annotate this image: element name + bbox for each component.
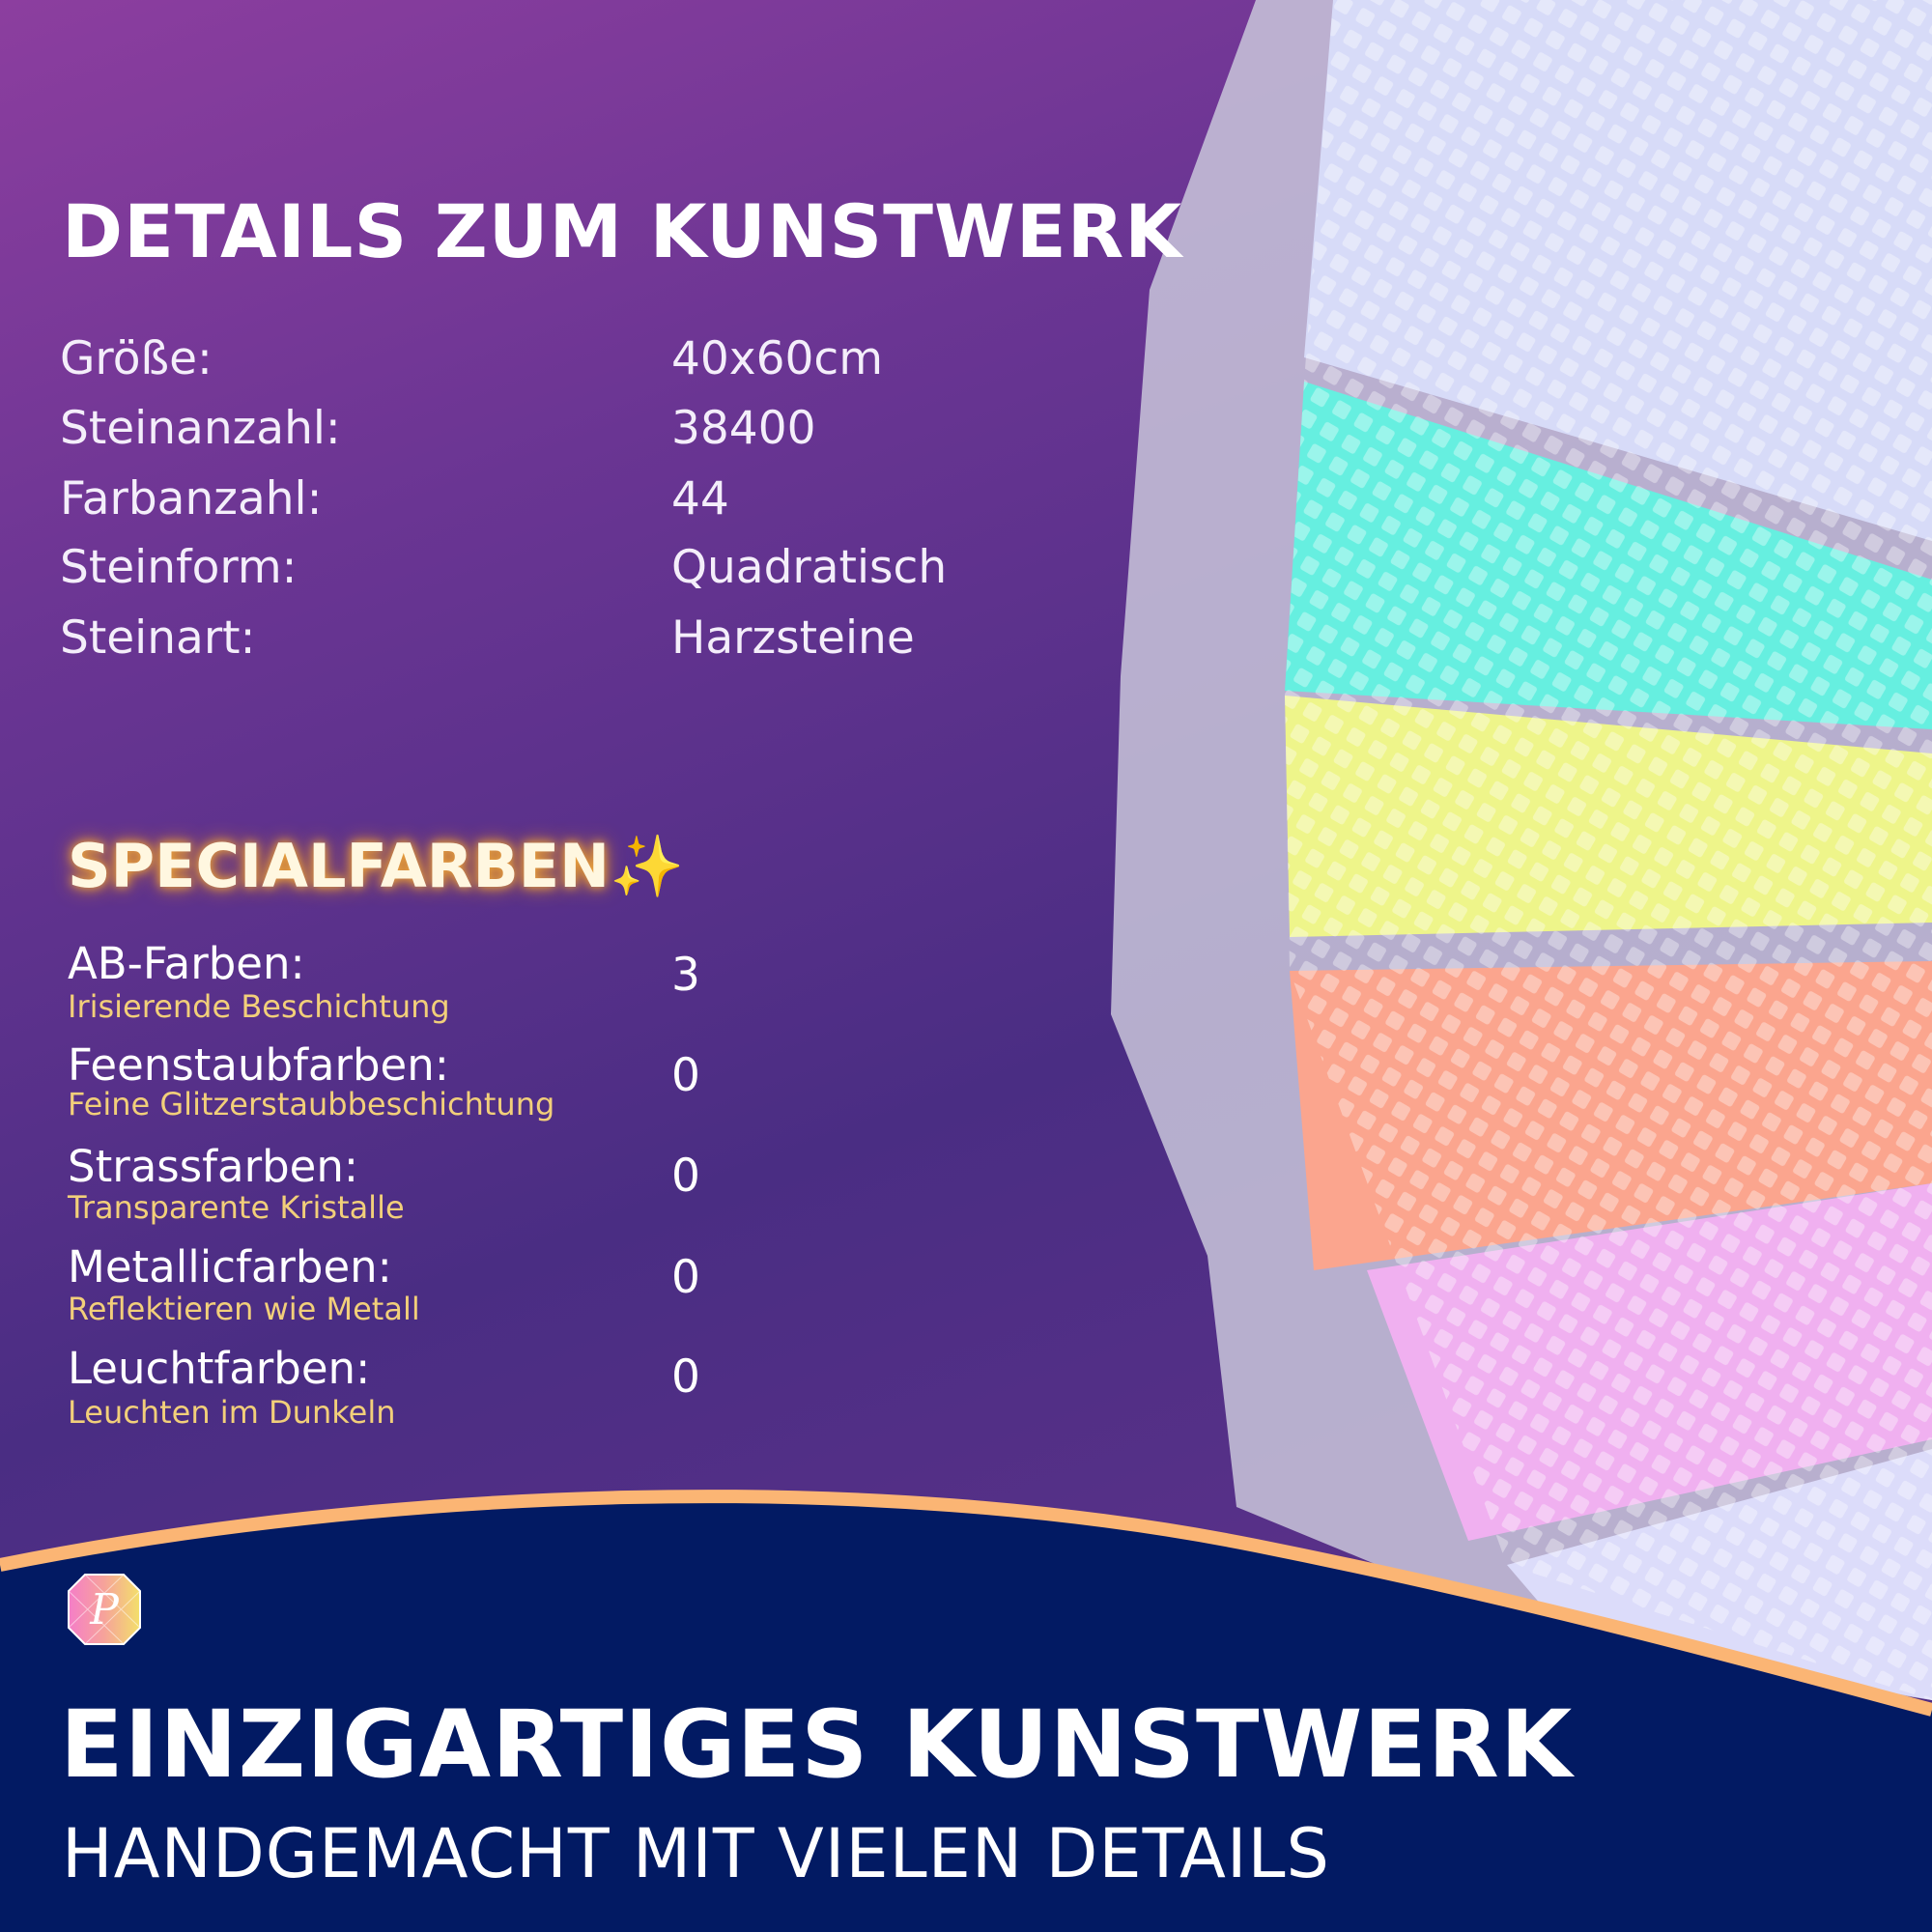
detail-value: Harzsteine (671, 611, 915, 665)
special-colors-title: SPECIALFARBEN✨ (68, 831, 684, 902)
special-sublabel: Feine Glitzerstaubbeschichtung (68, 1086, 555, 1122)
special-label: Feenstaubfarben: (68, 1039, 449, 1091)
svg-text:P: P (89, 1585, 120, 1634)
special-sublabel: Leuchten im Dunkeln (68, 1394, 396, 1431)
special-sublabel: Reflektieren wie Metall (68, 1291, 420, 1327)
footer-subtitle: HANDGEMACHT MIT VIELEN DETAILS (62, 1814, 1330, 1893)
special-label: Metallicfarben: (68, 1241, 392, 1293)
special-title-text: SPECIALFARBEN (68, 831, 610, 901)
footer-band (0, 1496, 1932, 1932)
special-value: 0 (671, 1350, 700, 1404)
special-label: Leuchtfarben: (68, 1343, 371, 1394)
details-title: DETAILS ZUM KUNSTWERK (62, 188, 1183, 274)
special-value: 3 (671, 949, 700, 1002)
detail-value: 40x60cm (671, 332, 884, 385)
special-value: 0 (671, 1049, 700, 1102)
special-sublabel: Transparente Kristalle (68, 1189, 405, 1226)
detail-value: Quadratisch (671, 541, 948, 594)
detail-value: 44 (671, 472, 729, 526)
detail-label: Größe: (60, 332, 213, 385)
special-sublabel: Irisierende Beschichtung (68, 988, 450, 1025)
sparkles-icon: ✨ (609, 831, 685, 901)
special-value: 0 (671, 1150, 700, 1203)
detail-label: Steinanzahl: (60, 402, 341, 455)
detail-label: Steinart: (60, 611, 256, 665)
accent-curve (0, 1490, 1932, 1717)
special-value: 0 (671, 1251, 700, 1304)
detail-label: Steinform: (60, 541, 298, 594)
brand-logo-icon: P (68, 1574, 141, 1645)
footer-title: EINZIGARTIGES KUNSTWERK (60, 1690, 1574, 1799)
detail-value: 38400 (671, 402, 816, 455)
special-label: AB-Farben: (68, 938, 305, 989)
special-label: Strassfarben: (68, 1141, 359, 1192)
detail-label: Farbanzahl: (60, 472, 323, 526)
